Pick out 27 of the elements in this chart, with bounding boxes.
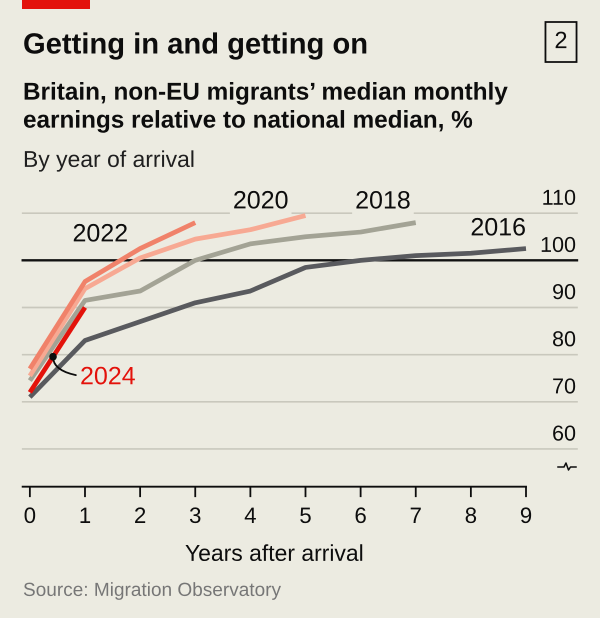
x-tick-label: 7 [410, 508, 421, 523]
x-axis-title: Years after arrival [185, 544, 362, 562]
series-label: 2024 [81, 366, 135, 384]
series-label: 2020 [234, 190, 288, 209]
x-tick-label: 4 [244, 508, 256, 523]
y-tick-label: 90 [553, 284, 576, 300]
x-tick-label: 3 [190, 507, 200, 524]
x-tick-label: 6 [356, 507, 366, 524]
y-tick-label: 70 [553, 378, 576, 394]
y-tick-label: 100 [542, 236, 576, 252]
chart-subtitle: Britain, non-EU migrants’ median monthly earnings relative to national median, % [24, 82, 508, 133]
x-tick-label: 8 [466, 507, 476, 524]
series-label: 2022 [74, 224, 127, 242]
series-label: 2018 [356, 190, 410, 209]
chart-title: Getting in and getting on [24, 32, 366, 60]
text: 2 [556, 32, 566, 48]
x-tick-label: 0 [24, 507, 36, 524]
x-tick-label: 5 [300, 508, 311, 524]
y-tick-label: 80 [552, 331, 576, 346]
series-label: 2016 [472, 218, 525, 236]
source-note: Source: Migration Observatory [24, 582, 281, 600]
x-tick-label: 2 [135, 507, 146, 523]
text: By year of arrival [24, 150, 194, 172]
y-tick-label: 110 [543, 190, 576, 205]
x-tick-label: 1 [80, 508, 90, 523]
x-tick-label: 9 [520, 507, 532, 524]
y-tick-label: 60 [553, 425, 576, 441]
